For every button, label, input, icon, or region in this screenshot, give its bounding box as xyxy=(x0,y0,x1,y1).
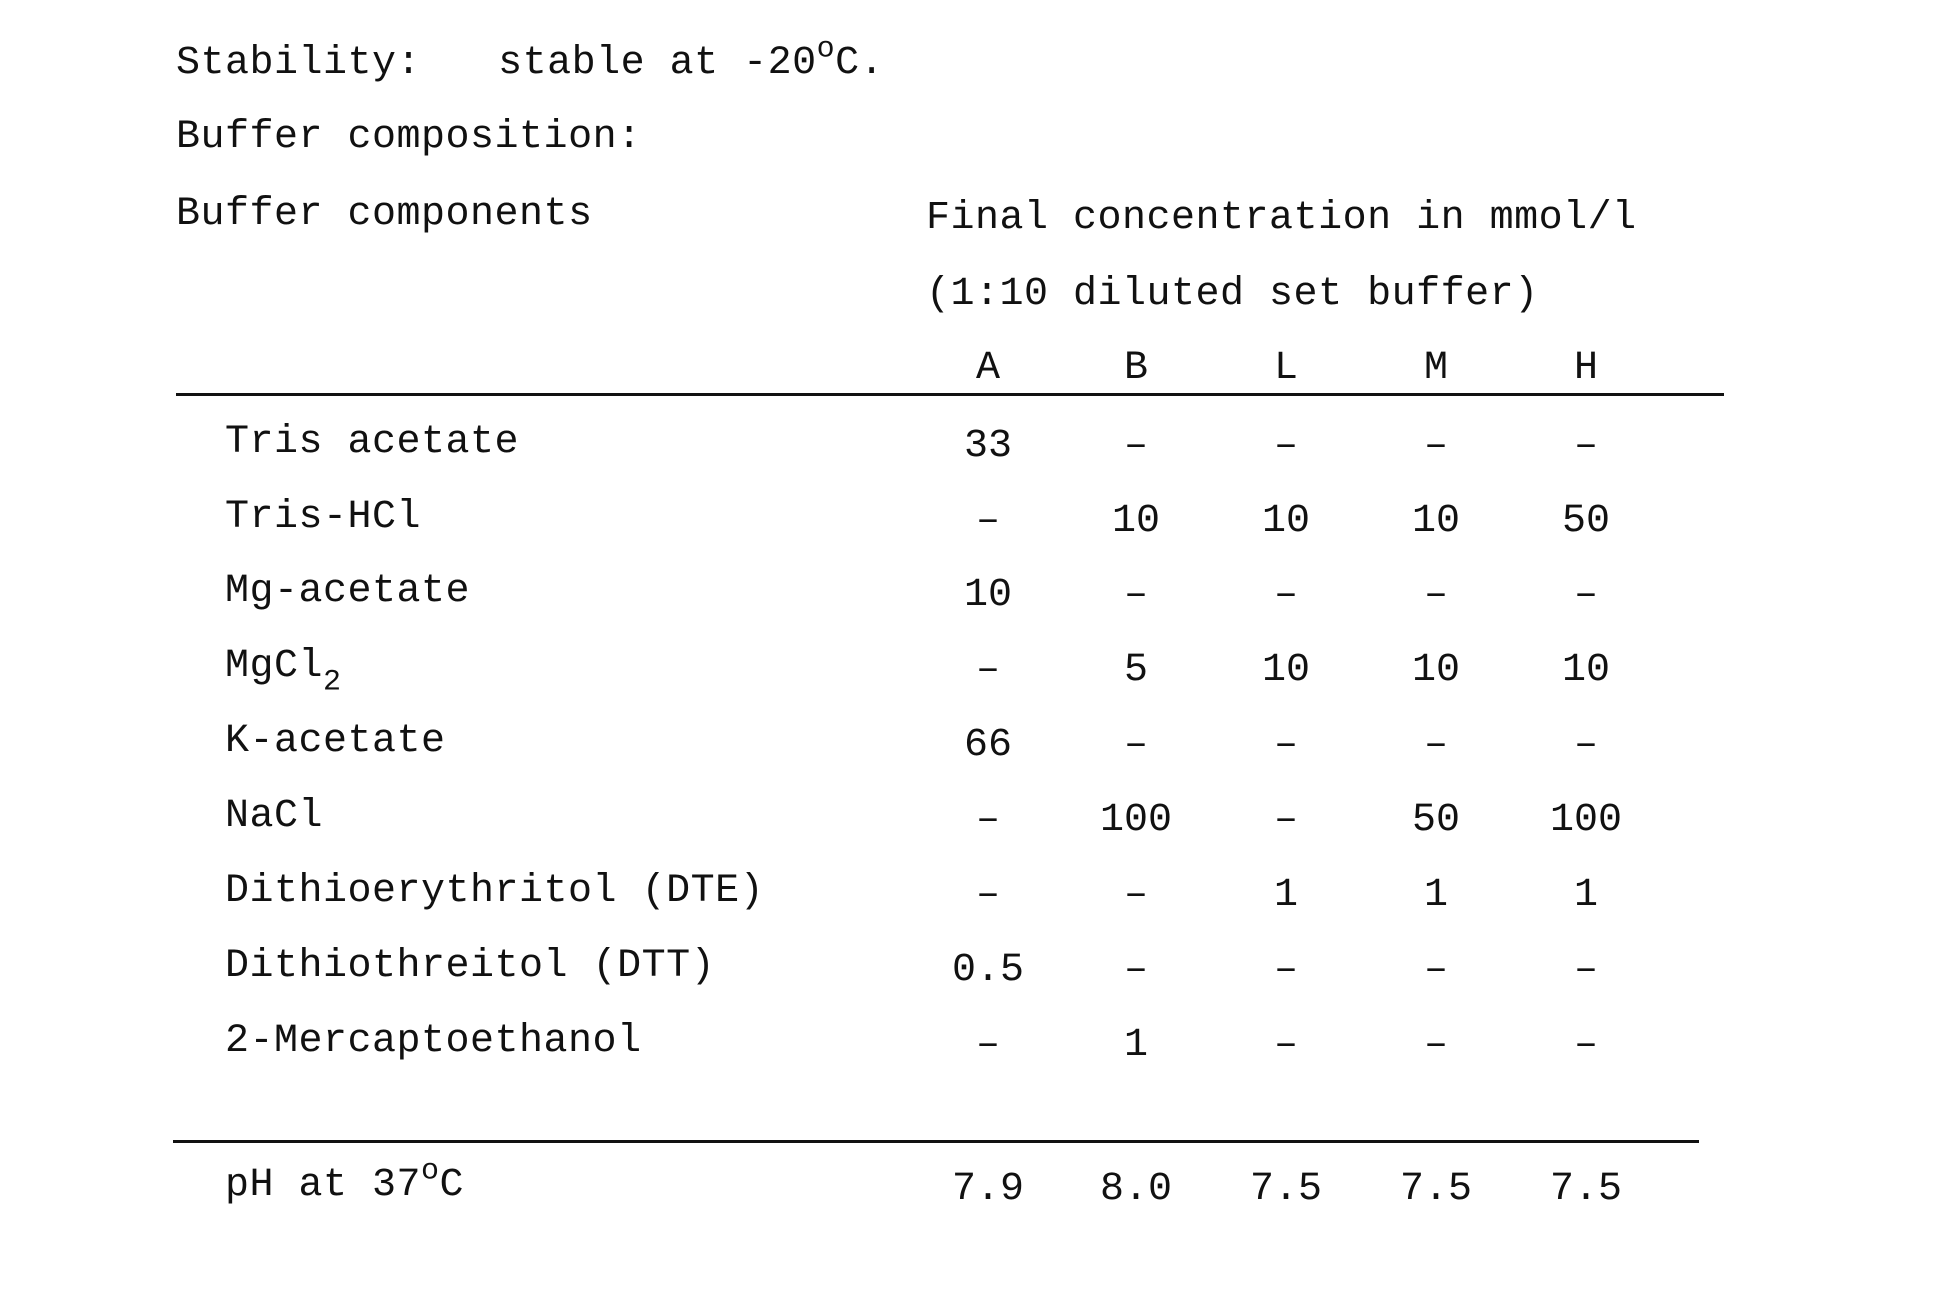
components-header: Buffer components xyxy=(176,192,593,237)
value-cell-b: 10 xyxy=(1111,499,1160,544)
component-name: 2-Mercaptoethanol xyxy=(225,1019,642,1064)
value-cell-h: 1 xyxy=(1573,873,1598,918)
value-cell-l: 1 xyxy=(1273,873,1298,918)
value-cell-b: – xyxy=(1123,573,1148,618)
buffer-composition-label: Buffer composition: xyxy=(176,115,642,160)
column-header-a: A xyxy=(975,346,1000,391)
value-cell-b: – xyxy=(1123,948,1148,993)
ph-value-m: 7.5 xyxy=(1399,1167,1472,1212)
value-cell-h: – xyxy=(1573,948,1598,993)
component-name: K-acetate xyxy=(225,719,446,764)
value-cell-l: – xyxy=(1273,424,1298,469)
component-name: MgCl2 xyxy=(225,644,342,700)
value-cell-m: – xyxy=(1423,424,1448,469)
value-cell-a: – xyxy=(975,798,1000,843)
ph-value-a: 7.9 xyxy=(951,1167,1024,1212)
value-cell-m: – xyxy=(1423,1023,1448,1068)
component-name: Tris acetate xyxy=(225,420,520,465)
value-cell-l: – xyxy=(1273,948,1298,993)
value-cell-b: – xyxy=(1123,424,1148,469)
value-cell-h: 10 xyxy=(1561,648,1610,693)
stability-line: Stability: stable at -20oC. xyxy=(176,32,885,88)
column-header-h: H xyxy=(1573,346,1598,391)
stability-value: stable at -20oC. xyxy=(498,32,885,87)
ph-value-b: 8.0 xyxy=(1099,1167,1172,1212)
value-cell-b: 1 xyxy=(1123,1023,1148,1068)
concentration-header-line2: (1:10 diluted set buffer) xyxy=(926,272,1539,317)
value-cell-m: 50 xyxy=(1411,798,1460,843)
value-cell-a: 10 xyxy=(963,573,1012,618)
value-cell-h: – xyxy=(1573,1023,1598,1068)
value-cell-m: – xyxy=(1423,573,1448,618)
degree-sign: o xyxy=(816,32,836,67)
value-cell-a: – xyxy=(975,499,1000,544)
value-cell-b: – xyxy=(1123,723,1148,768)
column-header-m: M xyxy=(1423,346,1448,391)
value-cell-l: – xyxy=(1273,798,1298,843)
value-cell-l: 10 xyxy=(1261,648,1310,693)
value-cell-b: 5 xyxy=(1123,648,1148,693)
value-cell-a: 0.5 xyxy=(951,948,1024,993)
column-header-l: L xyxy=(1273,346,1298,391)
value-cell-l: – xyxy=(1273,1023,1298,1068)
value-cell-a: 66 xyxy=(963,723,1012,768)
header-rule xyxy=(176,393,1724,396)
value-cell-b: – xyxy=(1123,873,1148,918)
degree-sign: o xyxy=(421,1154,440,1189)
value-cell-m: – xyxy=(1423,948,1448,993)
value-cell-m: – xyxy=(1423,723,1448,768)
component-name: Tris-HCl xyxy=(225,495,422,540)
component-name: Dithiothreitol (DTT) xyxy=(225,944,716,989)
column-header-b: B xyxy=(1123,346,1148,391)
concentration-header-line1: Final concentration in mmol/l xyxy=(926,196,1637,241)
value-cell-m: 1 xyxy=(1423,873,1448,918)
value-cell-h: – xyxy=(1573,723,1598,768)
ph-label: pH at 37oC xyxy=(225,1154,465,1209)
value-cell-l: – xyxy=(1273,723,1298,768)
component-name: Mg-acetate xyxy=(225,569,471,614)
value-cell-a: – xyxy=(975,873,1000,918)
value-cell-b: 100 xyxy=(1099,798,1172,843)
value-cell-a: – xyxy=(975,1023,1000,1068)
component-name: NaCl xyxy=(225,794,324,839)
ph-value-l: 7.5 xyxy=(1249,1167,1322,1212)
value-cell-a: 33 xyxy=(963,424,1012,469)
ph-value-h: 7.5 xyxy=(1549,1167,1622,1212)
value-cell-m: 10 xyxy=(1411,648,1460,693)
component-name: Dithioerythritol (DTE) xyxy=(225,869,765,914)
value-cell-a: – xyxy=(975,648,1000,693)
value-cell-h: 50 xyxy=(1561,499,1610,544)
value-cell-h: – xyxy=(1573,573,1598,618)
value-cell-m: 10 xyxy=(1411,499,1460,544)
value-cell-l: 10 xyxy=(1261,499,1310,544)
stability-label: Stability: xyxy=(176,41,422,86)
value-cell-h: – xyxy=(1573,424,1598,469)
ph-rule xyxy=(173,1140,1699,1143)
value-cell-l: – xyxy=(1273,573,1298,618)
value-cell-h: 100 xyxy=(1549,798,1622,843)
